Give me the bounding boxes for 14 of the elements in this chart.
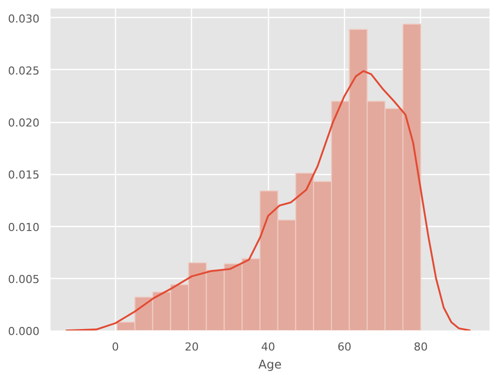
x-tick-label: 0 [112,340,119,354]
line-series [64,70,472,330]
y-tick-label: 0.010 [8,220,40,234]
x-tick-label: 80 [414,340,428,354]
x-tick-label: 60 [337,340,352,354]
y-tick-label: 0.000 [8,325,40,338]
y-tick-label: 0.025 [8,64,40,78]
y-tick-label: 0.030 [8,12,40,26]
y-tick-label: 0.020 [8,116,40,130]
y-tick-label: 0.015 [8,168,40,182]
x-axis-title: Age [258,358,282,372]
y-tick-label: 0.005 [8,272,40,286]
x-tick-label: 20 [184,340,199,354]
x-tick-label: 40 [261,340,276,354]
